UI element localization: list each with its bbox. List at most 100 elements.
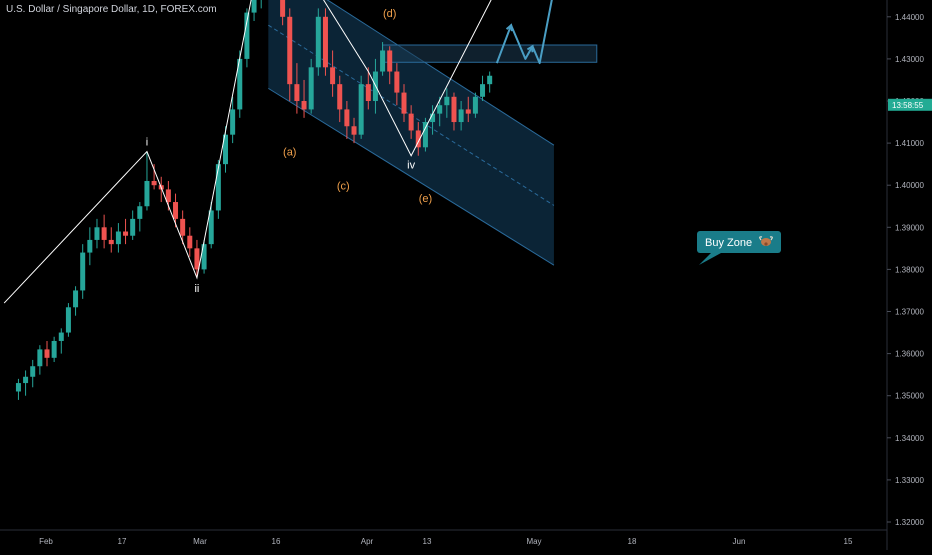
- candle: [337, 75, 343, 123]
- candle: [465, 96, 471, 123]
- arrowhead-icon: [505, 23, 513, 32]
- candle: [58, 328, 64, 354]
- candle: [437, 96, 443, 127]
- candle-body: [330, 67, 336, 85]
- time-tick-label: 18: [628, 537, 637, 546]
- candle: [430, 105, 436, 135]
- candle-body: [387, 50, 393, 72]
- buy-zone-callout[interactable]: Buy Zone: [697, 231, 781, 265]
- time-axis[interactable]: Feb 17 Mar 16 Apr 13 May 18 Jun 15: [39, 537, 853, 546]
- candle: [415, 122, 421, 156]
- callout-pointer: [699, 253, 721, 265]
- candle: [44, 340, 50, 367]
- candle-body: [180, 218, 186, 236]
- wave-label-i: i: [146, 137, 148, 149]
- candle: [194, 239, 200, 278]
- candles-group: [15, 0, 493, 400]
- candle: [30, 359, 36, 388]
- price-axis[interactable]: 1.560001.550001.540001.530001.520001.510…: [887, 0, 932, 527]
- candle-body: [165, 189, 171, 203]
- candle-body: [37, 349, 43, 367]
- time-tick-label: May: [526, 537, 541, 546]
- buy-zone-box[interactable]: [382, 44, 598, 63]
- time-tick-label: 15: [844, 537, 853, 546]
- candle-body: [308, 67, 314, 110]
- candle-body: [472, 96, 478, 114]
- candle: [365, 67, 371, 110]
- candle: [73, 286, 79, 316]
- candle: [237, 50, 243, 118]
- candle-body: [23, 376, 29, 384]
- candle-body: [365, 84, 371, 101]
- wave-label-ii: ii: [194, 283, 199, 295]
- candle-body: [115, 231, 121, 245]
- time-tick-label: 17: [118, 537, 127, 546]
- wave-label-a: (a): [283, 147, 296, 159]
- price-tick-label: 1.41000: [895, 139, 924, 148]
- countdown-label: 13:58:55: [892, 101, 924, 110]
- candle: [422, 117, 428, 152]
- candle-body: [458, 109, 464, 123]
- candle-body: [137, 206, 143, 219]
- candle-body: [51, 340, 57, 358]
- elliott-wave-lines[interactable]: [3, 0, 575, 304]
- candle-body: [280, 0, 286, 17]
- candle: [101, 214, 107, 249]
- candle-body: [487, 75, 493, 85]
- candle-body: [208, 210, 214, 245]
- channel-lower-line[interactable]: [268, 87, 555, 266]
- candle-body: [201, 244, 207, 270]
- candle-body: [58, 332, 64, 341]
- candle-body: [173, 202, 179, 219]
- bull-icon: [759, 236, 773, 246]
- wave-label-d: (d): [383, 8, 396, 20]
- candle: [287, 8, 293, 101]
- candle: [444, 88, 450, 118]
- bull-head: [761, 238, 771, 246]
- candle-body: [408, 113, 414, 131]
- time-tick-label: Jun: [733, 537, 746, 546]
- candle: [80, 244, 86, 299]
- candle-body: [244, 12, 250, 59]
- candle-body: [322, 16, 328, 68]
- candle: [87, 227, 93, 266]
- price-tick-label: 1.35000: [895, 392, 924, 401]
- buy-zone-rectangle[interactable]: [382, 44, 598, 63]
- candle: [144, 151, 150, 211]
- candle: [108, 227, 114, 253]
- candle-body: [358, 84, 364, 135]
- candle: [187, 227, 193, 257]
- price-tick-label: 1.32000: [895, 518, 924, 527]
- candle-body: [130, 218, 136, 236]
- projection-path[interactable]: [495, 0, 583, 65]
- candle-body: [451, 96, 457, 123]
- candle: [251, 0, 257, 22]
- candle: [451, 92, 457, 131]
- candle-body: [294, 84, 300, 101]
- candle-body: [287, 16, 293, 85]
- candle: [487, 71, 493, 93]
- candle: [244, 8, 250, 68]
- candle-body: [301, 101, 307, 110]
- candle-body: [30, 366, 36, 377]
- candle-body: [237, 58, 243, 110]
- buy-zone-label: Buy Zone: [705, 237, 752, 249]
- current-price-badge[interactable]: [888, 98, 932, 111]
- candle: [201, 239, 207, 274]
- candle: [223, 126, 228, 173]
- candle-body: [344, 109, 350, 127]
- impulse-wave-line[interactable]: [3, 0, 575, 304]
- candle: [208, 202, 214, 249]
- candle: [130, 210, 136, 240]
- price-tick-label: 1.36000: [895, 350, 924, 359]
- candle-body: [480, 84, 486, 97]
- candle-body: [101, 227, 107, 240]
- bull-horns: [759, 236, 773, 241]
- candle: [315, 8, 321, 76]
- projection-arrow[interactable]: [495, 0, 585, 65]
- candle-body: [337, 84, 343, 110]
- candle: [322, 8, 328, 76]
